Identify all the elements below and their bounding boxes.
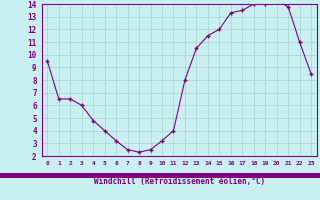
X-axis label: Windchill (Refroidissement éolien,°C): Windchill (Refroidissement éolien,°C) — [94, 177, 265, 186]
